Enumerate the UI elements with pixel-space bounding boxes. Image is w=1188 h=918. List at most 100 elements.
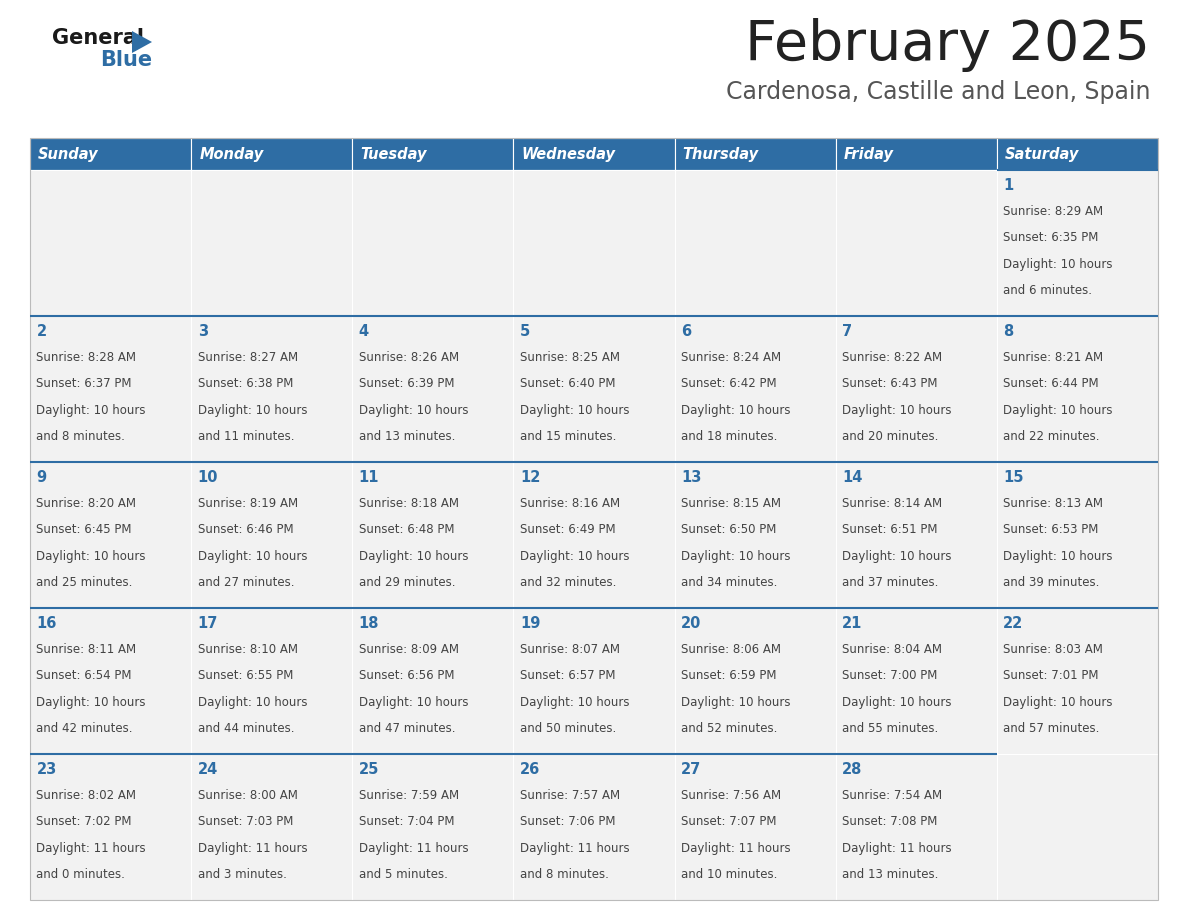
Text: Sunset: 6:35 PM: Sunset: 6:35 PM	[1004, 231, 1099, 244]
Text: Monday: Monday	[200, 147, 264, 162]
Text: 20: 20	[681, 616, 701, 631]
Text: and 44 minutes.: and 44 minutes.	[197, 722, 295, 735]
Text: Sunset: 6:54 PM: Sunset: 6:54 PM	[37, 669, 132, 682]
Text: 24: 24	[197, 762, 217, 777]
Text: Daylight: 10 hours: Daylight: 10 hours	[1004, 258, 1113, 271]
Bar	[30, 138, 191, 170]
Text: Sunset: 6:53 PM: Sunset: 6:53 PM	[1004, 523, 1099, 536]
Text: Sunrise: 8:24 AM: Sunrise: 8:24 AM	[681, 351, 782, 364]
Text: Daylight: 10 hours: Daylight: 10 hours	[359, 696, 468, 709]
Text: Daylight: 10 hours: Daylight: 10 hours	[681, 550, 790, 563]
Text: Daylight: 11 hours: Daylight: 11 hours	[37, 842, 146, 855]
Text: Daylight: 10 hours: Daylight: 10 hours	[520, 404, 630, 417]
Text: 7: 7	[842, 324, 852, 339]
Text: and 57 minutes.: and 57 minutes.	[1004, 722, 1100, 735]
Bar	[191, 316, 353, 462]
Text: Sunset: 6:55 PM: Sunset: 6:55 PM	[197, 669, 293, 682]
Text: 19: 19	[520, 616, 541, 631]
Text: 23: 23	[37, 762, 57, 777]
Text: Sunset: 7:00 PM: Sunset: 7:00 PM	[842, 669, 937, 682]
Bar	[513, 754, 675, 900]
Text: 11: 11	[359, 470, 379, 485]
Text: and 32 minutes.: and 32 minutes.	[520, 576, 617, 588]
Text: Cardenosa, Castille and Leon, Spain: Cardenosa, Castille and Leon, Spain	[726, 80, 1150, 104]
Bar	[997, 608, 1158, 754]
Bar	[30, 138, 1158, 900]
Text: Daylight: 10 hours: Daylight: 10 hours	[197, 404, 307, 417]
Text: and 42 minutes.: and 42 minutes.	[37, 722, 133, 735]
Text: Sunrise: 8:06 AM: Sunrise: 8:06 AM	[681, 643, 781, 656]
Text: Wednesday: Wednesday	[522, 147, 615, 162]
Text: Sunset: 7:08 PM: Sunset: 7:08 PM	[842, 815, 937, 828]
Text: 25: 25	[359, 762, 379, 777]
Bar	[513, 462, 675, 608]
Text: Sunrise: 8:00 AM: Sunrise: 8:00 AM	[197, 789, 297, 802]
Bar	[675, 608, 835, 754]
Text: Sunset: 6:56 PM: Sunset: 6:56 PM	[359, 669, 454, 682]
Text: and 55 minutes.: and 55 minutes.	[842, 722, 939, 735]
Text: Sunset: 6:40 PM: Sunset: 6:40 PM	[520, 377, 615, 390]
Text: Sunrise: 8:22 AM: Sunrise: 8:22 AM	[842, 351, 942, 364]
Text: Sunrise: 8:21 AM: Sunrise: 8:21 AM	[1004, 351, 1104, 364]
Text: Daylight: 10 hours: Daylight: 10 hours	[520, 550, 630, 563]
Text: Daylight: 10 hours: Daylight: 10 hours	[359, 550, 468, 563]
Text: Daylight: 10 hours: Daylight: 10 hours	[681, 404, 790, 417]
Text: Sunset: 6:43 PM: Sunset: 6:43 PM	[842, 377, 937, 390]
Text: Sunset: 6:51 PM: Sunset: 6:51 PM	[842, 523, 937, 536]
Text: Daylight: 11 hours: Daylight: 11 hours	[197, 842, 308, 855]
Text: Daylight: 10 hours: Daylight: 10 hours	[842, 550, 952, 563]
Text: Sunrise: 8:02 AM: Sunrise: 8:02 AM	[37, 789, 137, 802]
Text: and 11 minutes.: and 11 minutes.	[197, 430, 295, 442]
Bar	[191, 608, 353, 754]
Text: Sunrise: 8:19 AM: Sunrise: 8:19 AM	[197, 497, 298, 510]
Text: Saturday: Saturday	[1005, 147, 1079, 162]
Text: and 5 minutes.: and 5 minutes.	[359, 868, 448, 881]
Text: 10: 10	[197, 470, 219, 485]
Text: Daylight: 10 hours: Daylight: 10 hours	[520, 696, 630, 709]
Text: Sunset: 6:49 PM: Sunset: 6:49 PM	[520, 523, 615, 536]
Bar	[835, 170, 997, 316]
Text: Sunrise: 7:54 AM: Sunrise: 7:54 AM	[842, 789, 942, 802]
Text: Sunrise: 8:18 AM: Sunrise: 8:18 AM	[359, 497, 459, 510]
Bar	[675, 462, 835, 608]
Text: Daylight: 10 hours: Daylight: 10 hours	[37, 696, 146, 709]
Bar	[353, 170, 513, 316]
Text: 16: 16	[37, 616, 57, 631]
Text: Sunrise: 8:13 AM: Sunrise: 8:13 AM	[1004, 497, 1104, 510]
Text: Sunrise: 8:27 AM: Sunrise: 8:27 AM	[197, 351, 298, 364]
Bar	[835, 754, 997, 900]
Polygon shape	[132, 31, 152, 53]
Bar	[30, 170, 191, 316]
Text: 14: 14	[842, 470, 862, 485]
Bar	[191, 754, 353, 900]
Text: 27: 27	[681, 762, 701, 777]
Text: Daylight: 10 hours: Daylight: 10 hours	[37, 404, 146, 417]
Text: Sunrise: 8:29 AM: Sunrise: 8:29 AM	[1004, 205, 1104, 218]
Text: Daylight: 10 hours: Daylight: 10 hours	[359, 404, 468, 417]
Text: Sunset: 7:03 PM: Sunset: 7:03 PM	[197, 815, 293, 828]
Text: 8: 8	[1004, 324, 1013, 339]
Text: Tuesday: Tuesday	[360, 147, 426, 162]
Text: and 0 minutes.: and 0 minutes.	[37, 868, 125, 881]
Text: and 34 minutes.: and 34 minutes.	[681, 576, 777, 588]
Text: Sunrise: 7:56 AM: Sunrise: 7:56 AM	[681, 789, 782, 802]
Text: Daylight: 11 hours: Daylight: 11 hours	[520, 842, 630, 855]
Text: 9: 9	[37, 470, 46, 485]
Text: 2: 2	[37, 324, 46, 339]
Text: Daylight: 10 hours: Daylight: 10 hours	[1004, 550, 1113, 563]
Text: Sunrise: 7:59 AM: Sunrise: 7:59 AM	[359, 789, 459, 802]
Text: Sunset: 7:06 PM: Sunset: 7:06 PM	[520, 815, 615, 828]
Text: Daylight: 10 hours: Daylight: 10 hours	[681, 696, 790, 709]
Text: 21: 21	[842, 616, 862, 631]
Bar	[835, 138, 997, 170]
Text: General: General	[52, 28, 144, 48]
Text: Sunset: 7:02 PM: Sunset: 7:02 PM	[37, 815, 132, 828]
Text: Sunset: 6:39 PM: Sunset: 6:39 PM	[359, 377, 454, 390]
Text: 12: 12	[520, 470, 541, 485]
Text: and 39 minutes.: and 39 minutes.	[1004, 576, 1100, 588]
Text: Daylight: 11 hours: Daylight: 11 hours	[359, 842, 468, 855]
Text: Sunday: Sunday	[38, 147, 99, 162]
Text: and 10 minutes.: and 10 minutes.	[681, 868, 777, 881]
Text: 18: 18	[359, 616, 379, 631]
Bar	[353, 138, 513, 170]
